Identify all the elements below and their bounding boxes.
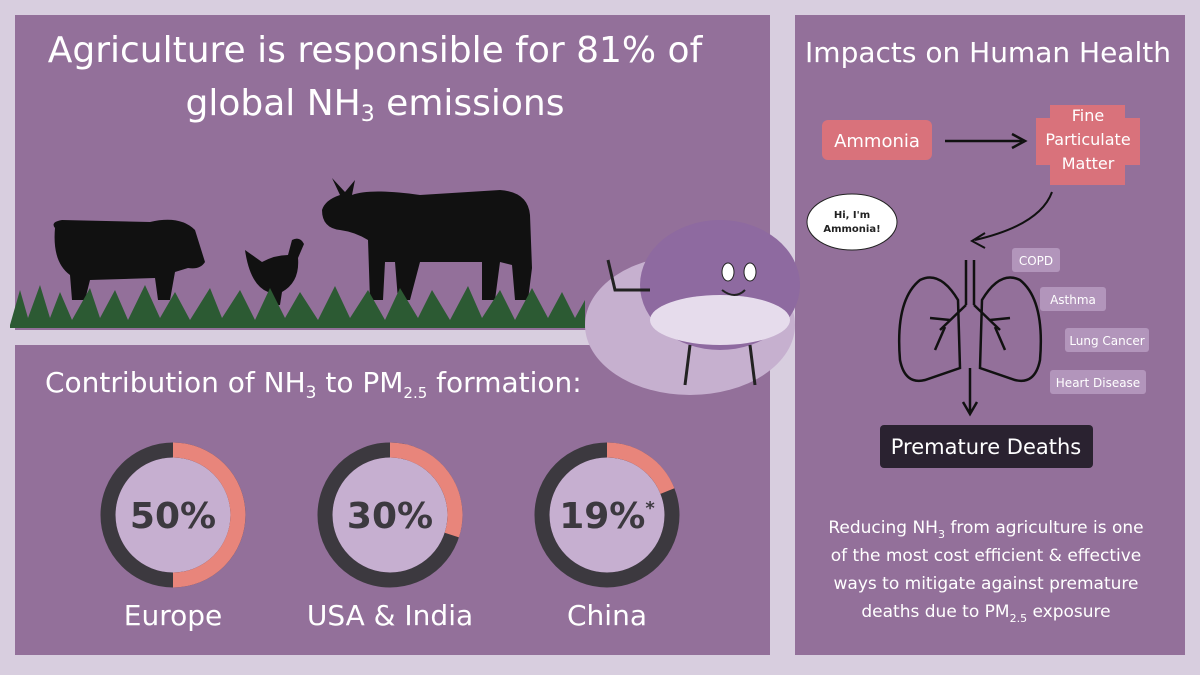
eye — [721, 262, 735, 282]
speech: Hi, I'm — [834, 210, 870, 221]
pig — [53, 219, 205, 300]
arrow — [974, 191, 1053, 241]
region: USA & India — [307, 599, 473, 632]
lungs — [897, 260, 1043, 417]
condition: Heart Disease — [1056, 376, 1140, 390]
value-label: 50% — [130, 496, 216, 537]
headline-text: emissions — [375, 83, 565, 124]
eye — [743, 262, 757, 282]
speech-bubble — [806, 193, 898, 251]
contribution-title: Contribution of NH3 to PM2.5 formation: — [45, 366, 582, 403]
title-text: to PM — [316, 366, 403, 399]
outcome: Premature Deaths — [891, 435, 1081, 459]
source: Ammonia — [834, 131, 920, 152]
summary-text: of the most cost efficient & effective — [831, 546, 1141, 566]
donut-inner — [332, 457, 448, 573]
condition-box — [1040, 287, 1106, 311]
conditions: COPD Asthma Lung Cancer Heart Disease — [1012, 248, 1149, 394]
donuts: 50% Europe 30% USA & India 19%* China — [100, 442, 680, 632]
condition-text: COPD — [1019, 254, 1053, 268]
headline: Agriculture is responsible for 81% of — [48, 30, 704, 71]
condition-text: Asthma — [1050, 293, 1096, 307]
headline: global NH3 emissions — [185, 83, 564, 127]
donut-arc — [172, 442, 246, 588]
source-text: Ammonia — [834, 131, 920, 152]
donut-value: 50% — [130, 496, 216, 537]
arrow-head — [1011, 132, 1028, 150]
product: Fine — [1072, 106, 1104, 125]
subscript: 2.5 — [403, 384, 427, 402]
title-text: Contribution of NH — [45, 366, 306, 399]
summary-text: exposure — [1027, 602, 1111, 622]
mascot-belly — [650, 295, 790, 345]
condition-box — [1065, 328, 1149, 352]
subscript: 3 — [938, 528, 945, 541]
note-mark: * — [645, 498, 655, 519]
outcome-text: Premature Deaths — [891, 435, 1081, 459]
impacts-title: Impacts on Human Health — [805, 36, 1171, 69]
donut-arc — [389, 442, 463, 538]
speech: Ammonia! — [823, 224, 880, 235]
value-label: 30% — [347, 496, 433, 537]
condition-text: Lung Cancer — [1069, 334, 1144, 348]
summary-text: ways to mitigate against premature — [834, 574, 1139, 594]
headline-text: Agriculture is responsible for 81% of — [48, 30, 704, 71]
donut-arc — [606, 442, 675, 495]
mouth — [721, 289, 746, 296]
grass — [10, 285, 585, 328]
source-box — [822, 120, 932, 160]
condition: COPD — [1019, 254, 1053, 268]
region-label: USA & India — [307, 599, 473, 632]
summary-text: from agriculture is one — [945, 518, 1144, 538]
subscript: 3 — [306, 383, 317, 403]
region-label: China — [567, 599, 647, 632]
summary-text: deaths due to PM — [861, 602, 1009, 622]
condition: Lung Cancer — [1069, 334, 1144, 348]
donut-inner — [115, 457, 231, 573]
condition-text: Heart Disease — [1056, 376, 1140, 390]
condition-box — [1012, 248, 1060, 272]
headline-text: global NH — [185, 83, 360, 124]
title-text: Impacts on Human Health — [805, 36, 1171, 69]
summary-text: Reducing NH — [828, 518, 938, 538]
product-text: Matter — [1062, 154, 1115, 173]
condition: Asthma — [1050, 293, 1096, 307]
cow — [322, 178, 532, 300]
summary: Reducing NH3 from agriculture is one of t… — [828, 518, 1143, 625]
speech-text: Hi, I'm — [834, 210, 870, 221]
limbs — [606, 259, 757, 386]
speech-text: Ammonia! — [823, 224, 880, 235]
arrow-head — [969, 232, 986, 249]
outcome-box — [880, 425, 1093, 468]
region: China — [567, 599, 647, 632]
product-text: Particulate — [1045, 130, 1130, 149]
product: Matter — [1062, 154, 1115, 173]
summary-line: of the most cost efficient & effective — [831, 546, 1141, 566]
product-box — [1036, 105, 1140, 185]
product-text: Fine — [1072, 106, 1104, 125]
region-label: Europe — [124, 599, 222, 632]
animals — [53, 178, 532, 305]
region: Europe — [124, 599, 222, 632]
summary-line: ways to mitigate against premature — [834, 574, 1139, 594]
donut-value: 30% — [347, 496, 433, 537]
summary-line: deaths due to PM2.5 exposure — [861, 602, 1110, 625]
donut-value: 19%* — [559, 496, 655, 537]
donut-inner — [549, 457, 665, 573]
chicken — [245, 238, 304, 305]
value-label: 19% — [559, 496, 645, 537]
summary-line: Reducing NH3 from agriculture is one — [828, 518, 1143, 541]
product: Particulate — [1045, 130, 1130, 149]
subscript: 3 — [361, 102, 375, 127]
mascot: Hi, I'm Ammonia! — [585, 193, 898, 395]
title-text: formation: — [427, 366, 581, 399]
subscript: 2.5 — [1010, 612, 1028, 625]
condition-box — [1050, 370, 1146, 394]
